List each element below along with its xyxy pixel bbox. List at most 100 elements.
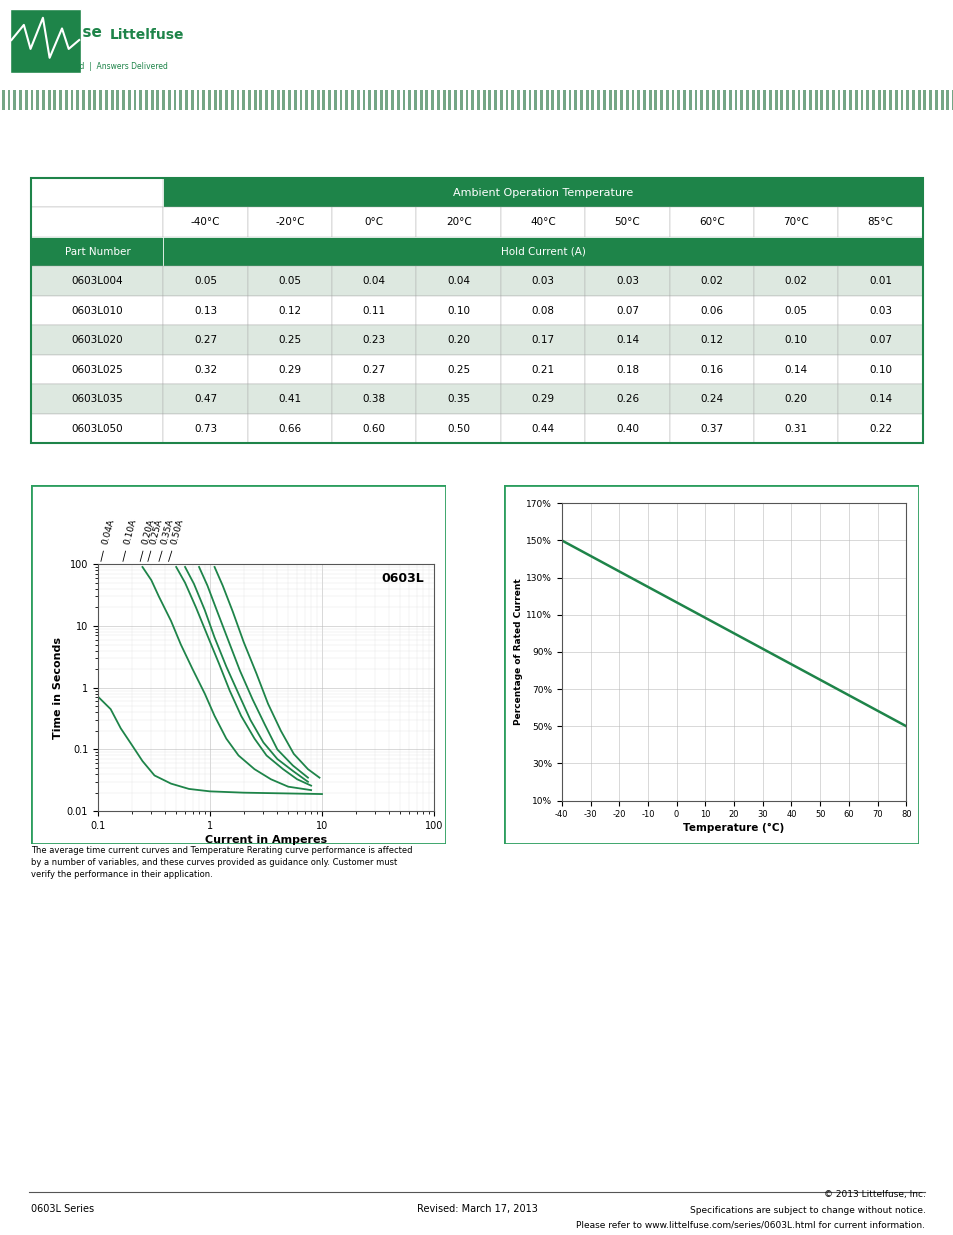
Bar	[499, 90, 502, 110]
Text: 40°C: 40°C	[530, 217, 556, 227]
Bar	[669, 414, 753, 443]
Text: Revised: March 17, 2013: Revised: March 17, 2013	[416, 1204, 537, 1214]
Bar	[471, 90, 474, 110]
Text: 0.25: 0.25	[447, 364, 470, 374]
Bar	[669, 325, 753, 354]
Text: Littelfuse: Littelfuse	[110, 28, 184, 42]
Bar	[694, 90, 697, 110]
Bar	[753, 354, 838, 384]
Bar	[500, 296, 584, 325]
Bar	[665, 90, 668, 110]
Bar	[419, 90, 422, 110]
Text: Resettable PTCs: Resettable PTCs	[388, 16, 613, 40]
Bar	[568, 90, 571, 110]
Bar	[585, 90, 588, 110]
Text: 0.20: 0.20	[447, 335, 470, 345]
Bar	[248, 90, 251, 110]
Bar	[476, 90, 479, 110]
Bar	[753, 325, 838, 354]
Bar	[928, 90, 931, 110]
Bar	[442, 90, 445, 110]
Bar	[797, 90, 800, 110]
Bar	[637, 90, 639, 110]
Text: 0.38: 0.38	[362, 394, 385, 404]
Text: 0.37: 0.37	[700, 424, 722, 433]
Text: © 2013 Littelfuse, Inc.: © 2013 Littelfuse, Inc.	[822, 1191, 924, 1199]
Text: 0.04: 0.04	[362, 277, 385, 287]
Text: 0.03: 0.03	[531, 277, 554, 287]
Bar	[705, 90, 708, 110]
Text: 0.14: 0.14	[868, 394, 891, 404]
Text: 0.12: 0.12	[278, 305, 301, 316]
Bar	[328, 90, 331, 110]
Text: Specifications are subject to change without notice.: Specifications are subject to change wit…	[689, 1205, 924, 1215]
Bar	[584, 414, 669, 443]
Bar	[31, 267, 163, 296]
Bar	[416, 414, 500, 443]
Text: ®: ®	[381, 9, 394, 22]
Text: 0.07: 0.07	[616, 305, 639, 316]
Text: 0.04A: 0.04A	[100, 517, 115, 562]
Bar	[8, 7, 213, 82]
Bar	[631, 90, 634, 110]
Bar	[163, 354, 248, 384]
Bar	[88, 90, 91, 110]
Bar	[311, 90, 314, 110]
Bar	[374, 90, 376, 110]
Bar	[488, 90, 491, 110]
Text: 0.35: 0.35	[447, 394, 470, 404]
Text: 0603L: 0603L	[381, 572, 423, 584]
Bar	[820, 90, 822, 110]
Bar	[196, 90, 199, 110]
Text: 50°C: 50°C	[614, 217, 639, 227]
Bar	[332, 267, 416, 296]
Text: 0603L050: 0603L050	[71, 424, 123, 433]
Bar	[648, 90, 651, 110]
Bar	[802, 90, 805, 110]
Bar	[785, 90, 788, 110]
Bar	[111, 90, 113, 110]
Text: 0.27: 0.27	[362, 364, 385, 374]
Text: 0.24: 0.24	[700, 394, 722, 404]
Bar	[65, 90, 68, 110]
Bar	[459, 90, 462, 110]
Bar	[454, 90, 456, 110]
Text: 0.17: 0.17	[531, 335, 554, 345]
Text: 0.02: 0.02	[784, 277, 807, 287]
Bar	[31, 178, 163, 207]
Bar	[122, 90, 125, 110]
Bar	[814, 90, 817, 110]
Bar	[894, 90, 897, 110]
Text: 0.05: 0.05	[278, 277, 301, 287]
Bar	[940, 90, 943, 110]
Bar	[385, 90, 388, 110]
Bar	[808, 90, 811, 110]
Bar	[584, 207, 669, 237]
Bar	[923, 90, 925, 110]
Bar	[248, 325, 332, 354]
Bar	[722, 90, 725, 110]
Bar	[494, 90, 497, 110]
Bar	[753, 207, 838, 237]
Text: 0.29: 0.29	[531, 394, 554, 404]
Text: POLY-FUSE: POLY-FUSE	[233, 16, 375, 40]
Bar	[905, 90, 908, 110]
Bar	[416, 384, 500, 414]
Bar	[882, 90, 885, 110]
Bar	[745, 90, 748, 110]
Bar	[332, 207, 416, 237]
Bar	[669, 267, 753, 296]
Bar	[36, 90, 39, 110]
Bar	[436, 90, 439, 110]
Text: 0.31: 0.31	[783, 424, 807, 433]
Bar	[448, 90, 451, 110]
Bar	[242, 90, 245, 110]
Bar	[162, 90, 165, 110]
Bar	[30, 90, 33, 110]
Bar	[545, 90, 548, 110]
Bar	[339, 90, 342, 110]
Bar	[842, 90, 845, 110]
Bar	[332, 296, 416, 325]
Text: 0.25: 0.25	[278, 335, 301, 345]
Text: 0.22: 0.22	[868, 424, 891, 433]
